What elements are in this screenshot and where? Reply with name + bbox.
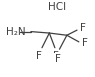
Text: HCl: HCl xyxy=(48,2,66,12)
Text: F: F xyxy=(55,54,61,64)
Text: H₂N: H₂N xyxy=(6,27,26,37)
Text: F: F xyxy=(53,51,59,61)
Text: F: F xyxy=(80,23,86,33)
Text: F: F xyxy=(36,51,42,61)
Text: F: F xyxy=(82,38,87,48)
